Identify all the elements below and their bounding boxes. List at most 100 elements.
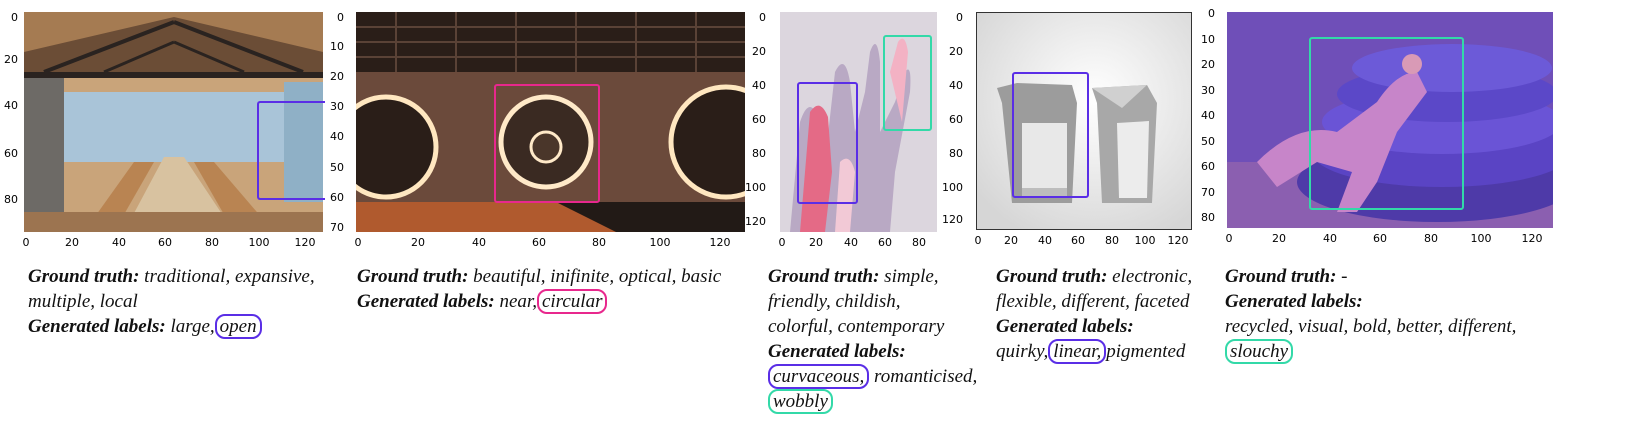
ground-truth-label: Ground truth: (357, 266, 469, 287)
generated-values: near, (499, 291, 537, 312)
x-tick: 80 (1105, 234, 1119, 247)
highlighted-label-curvaceous: curvaceous, (768, 364, 870, 389)
highlighted-label-open: open (214, 314, 262, 339)
generated-labels-label: Generated labels: (1225, 291, 1363, 312)
x-tick: 60 (532, 236, 546, 249)
y-tick: 120 (745, 215, 766, 228)
ground-truth-values: beautiful, inifinite, optical, basic (473, 266, 722, 287)
y-tick: 100 (745, 181, 766, 194)
x-tick: 80 (205, 236, 219, 249)
highlighted-label-slouchy: slouchy (1225, 339, 1294, 364)
ground-truth-label: Ground truth: (1225, 266, 1337, 287)
x-tick: 80 (1424, 232, 1438, 245)
y-tick: 20 (752, 45, 766, 58)
x-tick: 80 (592, 236, 606, 249)
y-tick: 10 (1201, 33, 1215, 46)
ground-truth-label: Ground truth: (996, 266, 1108, 287)
generated-values: quirky, (996, 341, 1049, 362)
x-tick: 20 (411, 236, 425, 249)
y-tick: 0 (1208, 7, 1215, 20)
y-tick: 40 (4, 99, 18, 112)
generated-values: romanticised, (874, 366, 978, 387)
bbox-curvaceous (797, 82, 858, 204)
y-tick: 20 (949, 45, 963, 58)
hand-shapes-image (780, 12, 937, 232)
ground-truth-label: Ground truth: (28, 266, 140, 287)
highlighted-label-linear: linear, (1048, 339, 1107, 364)
y-tick: 60 (1201, 160, 1215, 173)
x-tick: 40 (844, 236, 858, 249)
y-tick: 80 (1201, 211, 1215, 224)
y-tick: 120 (942, 213, 963, 226)
y-tick: 20 (4, 53, 18, 66)
generated-values: large, (170, 316, 215, 337)
x-tick: 0 (22, 236, 30, 249)
x-tick: 60 (1071, 234, 1085, 247)
y-tick: 40 (330, 130, 344, 143)
x-tick: 0 (354, 236, 362, 249)
y-tick: 100 (942, 181, 963, 194)
x-tick: 40 (472, 236, 486, 249)
ground-truth-values: electronic, (1112, 266, 1193, 287)
x-tick: 60 (1373, 232, 1387, 245)
x-tick: 60 (878, 236, 892, 249)
y-tick: 70 (1201, 186, 1215, 199)
y-tick: 40 (752, 79, 766, 92)
caption-5: Ground truth: - Generated labels: recycl… (1225, 264, 1555, 364)
bbox-wobbly (883, 35, 932, 131)
y-tick: 30 (1201, 84, 1215, 97)
y-tick: 80 (752, 147, 766, 160)
ground-truth-values: - (1341, 266, 1348, 287)
y-tick: 50 (330, 161, 344, 174)
y-tick: 20 (330, 70, 344, 83)
x-tick: 20 (1272, 232, 1286, 245)
bbox-open (257, 101, 325, 200)
y-tick: 0 (337, 11, 344, 24)
y-tick: 30 (330, 100, 344, 113)
y-tick: 10 (330, 40, 344, 53)
x-tick: 0 (1225, 232, 1233, 245)
generated-values-cont: pigmented (1106, 341, 1186, 362)
bbox-slouchy (1309, 37, 1464, 210)
highlighted-label-wobbly: wobbly (768, 389, 833, 414)
ground-truth-values-cont: colorful, contemporary (768, 316, 945, 337)
ground-truth-values-cont: friendly, childish, (768, 291, 901, 312)
x-tick: 20 (65, 236, 79, 249)
dining-hall-image (24, 12, 323, 232)
x-tick: 100 (1134, 234, 1156, 247)
inflatable-couch-image (1227, 12, 1553, 228)
ground-truth-values: traditional, expansive, (144, 266, 315, 287)
y-tick: 80 (4, 193, 18, 206)
x-tick: 40 (112, 236, 126, 249)
generated-labels-label: Generated labels: (768, 341, 906, 362)
x-tick: 100 (248, 236, 270, 249)
caption-3: Ground truth: simple, friendly, childish… (768, 264, 988, 414)
y-tick: 60 (752, 113, 766, 126)
y-tick: 60 (949, 113, 963, 126)
y-tick: 80 (949, 147, 963, 160)
x-tick: 120 (1521, 232, 1543, 245)
bbox-linear (1012, 72, 1089, 198)
x-tick: 0 (974, 234, 982, 247)
x-tick: 40 (1323, 232, 1337, 245)
generated-labels-label: Generated labels: (996, 316, 1134, 337)
x-tick: 80 (912, 236, 926, 249)
x-tick: 40 (1038, 234, 1052, 247)
highlighted-label-circular: circular (536, 289, 608, 314)
y-tick: 60 (330, 191, 344, 204)
y-tick: 40 (1201, 109, 1215, 122)
x-tick: 120 (1167, 234, 1189, 247)
generated-labels-label: Generated labels: (357, 291, 495, 312)
y-tick: 70 (330, 221, 344, 234)
x-tick: 60 (158, 236, 172, 249)
generated-labels-label: Generated labels: (28, 316, 166, 337)
x-tick: 120 (709, 236, 731, 249)
x-tick: 0 (778, 236, 786, 249)
y-tick: 60 (4, 147, 18, 160)
x-tick: 100 (1470, 232, 1492, 245)
caption-2: Ground truth: beautiful, inifinite, opti… (357, 264, 757, 314)
y-tick: 0 (956, 11, 963, 24)
caption-1: Ground truth: traditional, expansive, mu… (28, 264, 348, 339)
y-tick: 40 (949, 79, 963, 92)
ground-truth-values-cont: multiple, local (28, 291, 138, 312)
